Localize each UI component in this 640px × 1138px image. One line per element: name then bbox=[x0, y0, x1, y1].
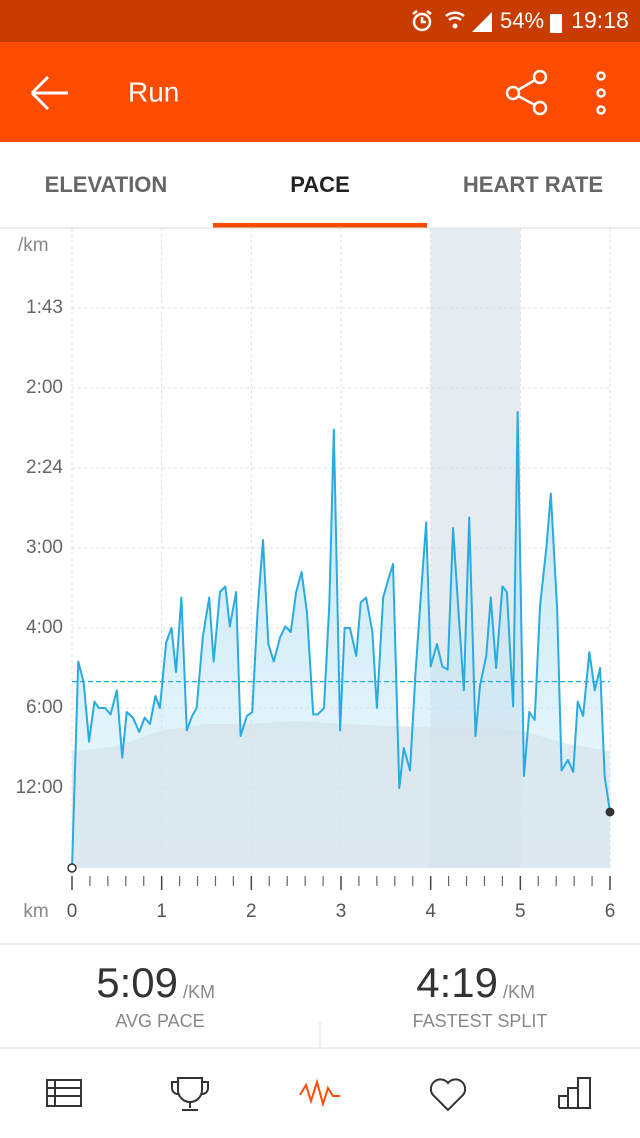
clock: 19:18 bbox=[571, 7, 629, 33]
x-tick-label: 6 bbox=[605, 901, 616, 922]
stat-unit: /KM bbox=[503, 982, 535, 1002]
y-tick-label: 3:00 bbox=[26, 537, 63, 558]
y-tick-label: 1:43 bbox=[26, 297, 63, 318]
nav-icons bbox=[46, 1077, 591, 1112]
nav-achievements[interactable] bbox=[170, 1077, 210, 1111]
y-tick-label: 12:00 bbox=[15, 777, 63, 798]
tab[interactable]: HEART RATE bbox=[463, 172, 603, 197]
battery-icon bbox=[550, 14, 562, 33]
tab-active[interactable]: PACE bbox=[290, 172, 350, 197]
y-axis-label: /km bbox=[18, 235, 49, 256]
back-button[interactable] bbox=[30, 75, 68, 111]
stat-label: AVG PACE bbox=[115, 1011, 204, 1031]
status-icons bbox=[412, 10, 465, 32]
x-tick-label: 4 bbox=[425, 901, 436, 922]
x-axis-label: km bbox=[23, 901, 48, 922]
pace-line bbox=[71, 411, 611, 869]
plot: 1:43 2:00 2:24 3:00 4:00 6:00 12:00 0 1 2 3 4 5 6 bbox=[15, 228, 615, 922]
x-tick-label: 3 bbox=[336, 901, 347, 922]
app-title: Run bbox=[128, 76, 179, 107]
y-tick-label: 2:00 bbox=[26, 377, 63, 398]
y-tick-label: 4:00 bbox=[26, 617, 63, 638]
y-tick-label: 6:00 bbox=[26, 697, 63, 718]
x-tick-label: 5 bbox=[515, 901, 526, 922]
background-area bbox=[72, 720, 610, 868]
stat: 4:19 /KM FASTEST SPLIT bbox=[413, 959, 548, 1031]
share-button[interactable] bbox=[505, 69, 548, 116]
stat-value: 4:19 bbox=[416, 959, 498, 1006]
stat: 5:09 /KM AVG PACE bbox=[96, 959, 215, 1031]
nav-feed[interactable] bbox=[46, 1079, 82, 1107]
stat-label: FASTEST SPLIT bbox=[413, 1011, 548, 1031]
nav-activity[interactable] bbox=[299, 1078, 340, 1108]
tab[interactable]: ELEVATION bbox=[45, 172, 168, 197]
status-bar bbox=[0, 0, 640, 42]
end-point bbox=[605, 807, 615, 817]
battery-level: 54% bbox=[500, 8, 544, 33]
y-tick-label: 2:24 bbox=[26, 457, 63, 478]
x-tick-label: 0 bbox=[67, 901, 78, 922]
nav-heart[interactable] bbox=[429, 1078, 467, 1112]
signal-icon bbox=[472, 12, 492, 32]
x-tick-label: 2 bbox=[246, 901, 257, 922]
x-tick-label: 1 bbox=[156, 901, 167, 922]
stat-unit: /KM bbox=[183, 982, 215, 1002]
stat-value: 5:09 bbox=[96, 959, 178, 1006]
nav-stats[interactable] bbox=[558, 1077, 591, 1109]
tab-indicator bbox=[213, 223, 427, 228]
start-point bbox=[67, 863, 77, 873]
menu-button[interactable] bbox=[596, 71, 606, 115]
app-bar bbox=[0, 42, 640, 142]
wifi-dot bbox=[452, 23, 458, 29]
